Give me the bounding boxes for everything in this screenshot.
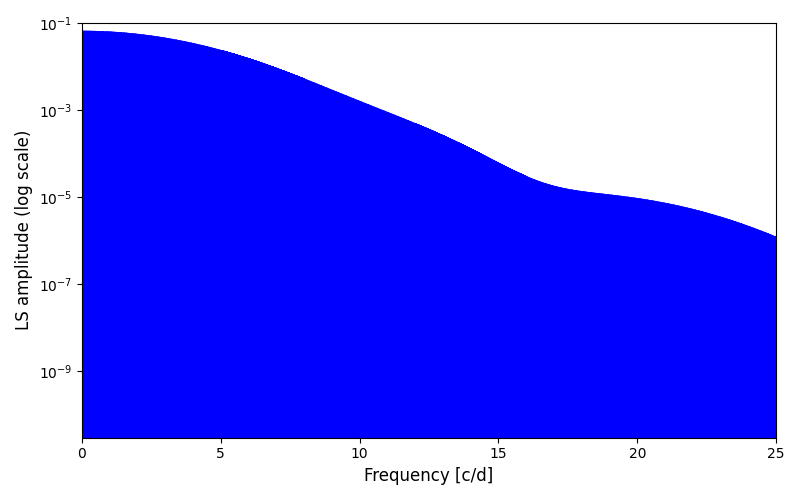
Y-axis label: LS amplitude (log scale): LS amplitude (log scale) bbox=[15, 130, 33, 330]
X-axis label: Frequency [c/d]: Frequency [c/d] bbox=[364, 467, 494, 485]
